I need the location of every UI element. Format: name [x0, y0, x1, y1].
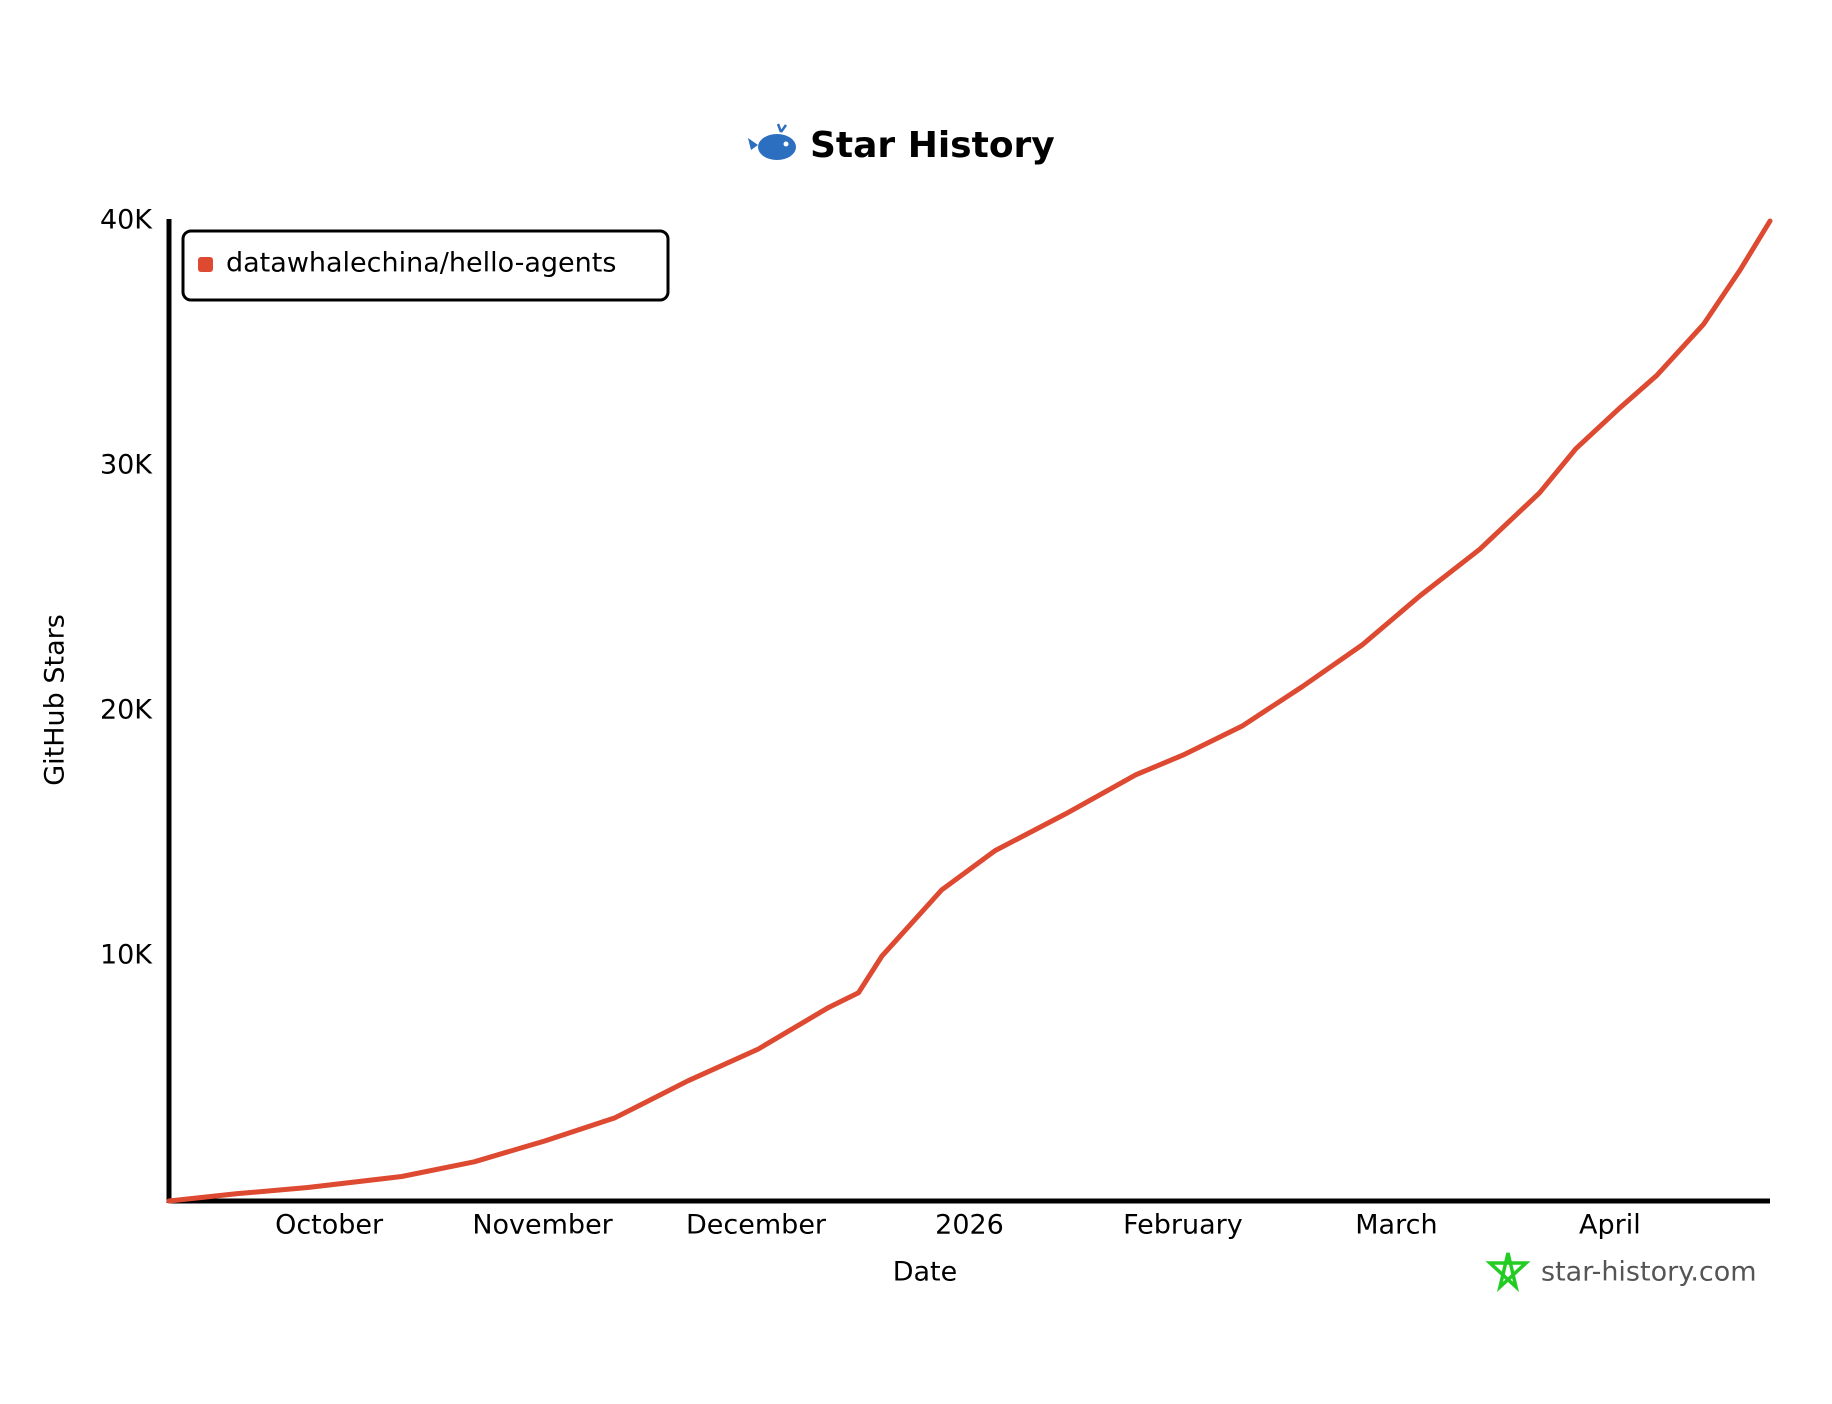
x-tick-label: November — [472, 1210, 613, 1241]
y-tick-label: 10K — [100, 940, 153, 971]
chart-title: Star History — [810, 125, 1055, 166]
x-tick-label: April — [1579, 1210, 1641, 1241]
y-tick-label: 20K — [100, 695, 153, 726]
legend-box — [181, 229, 670, 302]
y-axis-label: GitHub Stars — [40, 614, 71, 786]
x-tick-label: 2026 — [935, 1210, 1004, 1241]
x-tick-label: February — [1123, 1210, 1243, 1241]
watermark-icon — [1485, 1252, 1531, 1293]
x-tick-label: October — [275, 1210, 384, 1241]
watermark: star-history.com — [1541, 1257, 1757, 1288]
y-tick-label: 40K — [100, 205, 153, 236]
x-tick-label: March — [1355, 1210, 1437, 1241]
y-tick-label: 30K — [100, 450, 153, 481]
series-line — [166, 218, 1773, 1204]
title-icon — [748, 123, 796, 160]
legend-swatch — [198, 257, 213, 272]
x-tick-label: December — [686, 1210, 827, 1241]
legend-label: datawhalechina/hello-agents — [226, 248, 616, 279]
x-axis-label: Date — [893, 1257, 958, 1288]
